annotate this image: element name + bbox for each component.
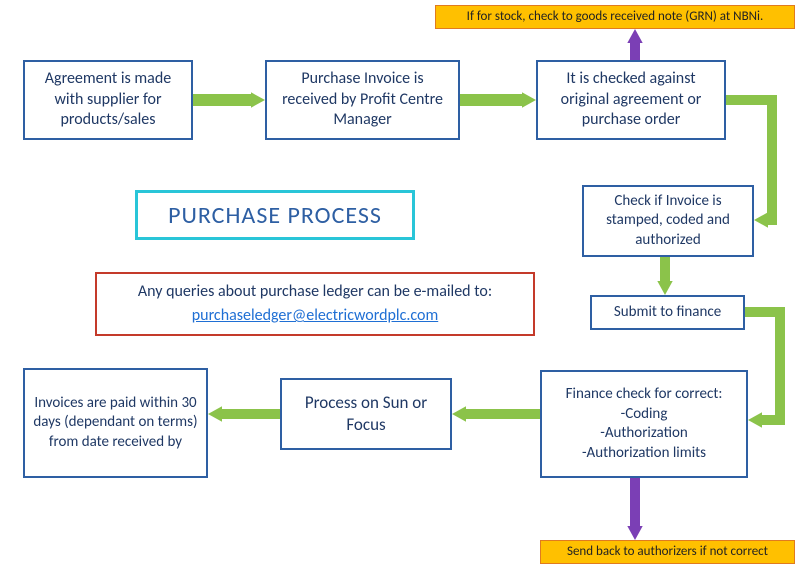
arrows-layer (0, 0, 800, 566)
